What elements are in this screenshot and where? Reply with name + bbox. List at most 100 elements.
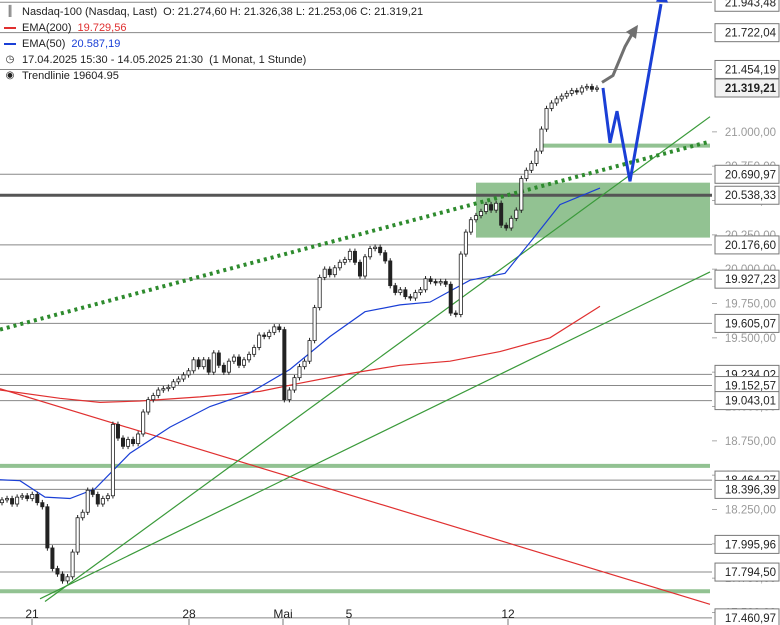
legend-ema50-label: EMA(50) xyxy=(22,38,66,50)
candle-body-75 xyxy=(378,246,383,254)
y-tick-label-6: 19.500,00 xyxy=(725,333,776,345)
candle-body-92 xyxy=(463,231,468,255)
candle-body-114 xyxy=(574,90,579,93)
legend-instrument-row: ║ Nasdaq-100 (Nasdaq, Last) O: 21.274,60… xyxy=(4,4,423,20)
candle-body-91 xyxy=(458,253,463,315)
candle-body-24 xyxy=(121,437,126,447)
candle-body-32 xyxy=(161,388,166,391)
legend-ema50-value: 20.587,19 xyxy=(71,38,121,50)
candle-body-86 xyxy=(433,281,438,284)
projection-grey-path xyxy=(601,28,637,84)
price-level-label-0: 21.943,48 xyxy=(725,0,776,9)
candle-body-87 xyxy=(438,281,443,284)
legend-trendline-row[interactable]: ◉ Trendlinie 19604.95 xyxy=(4,68,423,84)
price-level-box-7 xyxy=(714,269,780,289)
candle-body-43 xyxy=(216,352,221,366)
candle-body-109 xyxy=(549,102,554,109)
legend-timeframe: (1 Monat, 1 Stunde) xyxy=(209,54,307,66)
price-level-label-1: 21.722,04 xyxy=(725,28,777,40)
candle-body-16 xyxy=(80,511,85,519)
candle-body-117 xyxy=(589,86,594,90)
candle-body-52 xyxy=(262,334,267,337)
candle-body-112 xyxy=(564,92,569,97)
candle-body-14 xyxy=(70,551,75,578)
candle-body-10 xyxy=(50,547,55,569)
candle-body-7 xyxy=(35,493,40,504)
ema50-line xyxy=(0,187,601,500)
candle-body-77 xyxy=(388,260,393,287)
candle-body-5 xyxy=(25,495,30,499)
price-level-box-2 xyxy=(714,59,780,79)
candle-body-116 xyxy=(584,86,589,89)
candle-body-93 xyxy=(468,219,473,233)
candle-body-49 xyxy=(247,353,252,361)
legend-ohlc: O: 21.274,60 H: 21.326,38 L: 21.253,06 C… xyxy=(163,6,424,18)
candle-body-80 xyxy=(403,289,408,298)
clock-icon: ◷ xyxy=(5,54,15,65)
candle-body-73 xyxy=(368,248,373,258)
candle-body-51 xyxy=(257,334,262,348)
candle-body-100 xyxy=(504,224,509,229)
candle-body-53 xyxy=(267,331,272,337)
candle-body-4 xyxy=(20,495,25,498)
candle-body-39 xyxy=(196,359,201,368)
trendline-green-steep xyxy=(44,116,711,602)
candle-body-70 xyxy=(352,250,357,263)
candle-body-12 xyxy=(60,573,65,582)
candle-body-106 xyxy=(534,150,539,164)
candle-body-6 xyxy=(30,493,35,499)
legend-trendline: Trendlinie 19604.95 xyxy=(22,70,119,82)
price-level-label-3: 21.319,21 xyxy=(725,83,777,95)
candle-body-46 xyxy=(231,356,236,362)
price-level-box-5 xyxy=(714,185,780,205)
candle-body-28 xyxy=(141,411,146,435)
legend-ema200-row[interactable]: EMA(200) 19.729,56 xyxy=(4,20,423,36)
price-level-box-6 xyxy=(714,235,780,255)
ema200-line xyxy=(0,305,601,404)
candle-body-61 xyxy=(307,340,312,362)
candle-body-60 xyxy=(302,360,307,368)
candle-body-103 xyxy=(519,178,524,211)
candle-body-48 xyxy=(242,359,247,366)
candle-body-44 xyxy=(221,364,226,373)
target-icon: ◉ xyxy=(5,70,15,81)
candle-body-8 xyxy=(40,502,45,508)
legend-instrument: Nasdaq-100 (Nasdaq, Last) xyxy=(22,6,158,18)
y-tick-label-9: 18.750,00 xyxy=(725,436,776,448)
candle-body-23 xyxy=(115,423,120,439)
price-level-label-16: 17.460,97 xyxy=(725,613,776,625)
legend-ema50-row[interactable]: EMA(50) 20.587,19 xyxy=(4,36,423,52)
candle-body-98 xyxy=(494,202,499,211)
x-tick-label-2: Mai xyxy=(273,607,292,621)
candle-body-62 xyxy=(312,307,317,341)
candle-body-37 xyxy=(186,370,191,376)
y-axis-panel xyxy=(712,0,780,625)
price-level-label-5: 20.538,33 xyxy=(725,190,776,202)
candle-body-31 xyxy=(156,389,161,396)
candle-body-104 xyxy=(524,169,529,179)
candle-body-94 xyxy=(473,215,478,221)
price-level-box-1 xyxy=(714,23,780,43)
candle-body-96 xyxy=(484,204,489,212)
candle-body-40 xyxy=(201,359,206,368)
candle-body-88 xyxy=(443,281,448,285)
candle-body-0 xyxy=(0,499,4,504)
candlestick-icon: ║ xyxy=(6,6,14,17)
price-level-label-2: 21.454,19 xyxy=(725,64,776,76)
candle-body-110 xyxy=(554,98,559,104)
candle-body-65 xyxy=(327,268,332,276)
candle-body-95 xyxy=(478,211,483,217)
price-level-label-4: 20.690,97 xyxy=(725,169,776,181)
candle-body-118 xyxy=(594,87,599,90)
candle-body-22 xyxy=(110,423,115,497)
legend-ema200-value: 19.729,56 xyxy=(77,22,127,34)
y-tick-label-11: 18.250,00 xyxy=(725,505,776,517)
candle-body-67 xyxy=(337,261,342,269)
candle-body-29 xyxy=(146,399,151,413)
candle-body-108 xyxy=(544,108,549,130)
candle-body-64 xyxy=(322,268,327,278)
candle-body-20 xyxy=(100,498,105,505)
candle-body-21 xyxy=(105,495,110,499)
candle-body-47 xyxy=(236,356,241,366)
